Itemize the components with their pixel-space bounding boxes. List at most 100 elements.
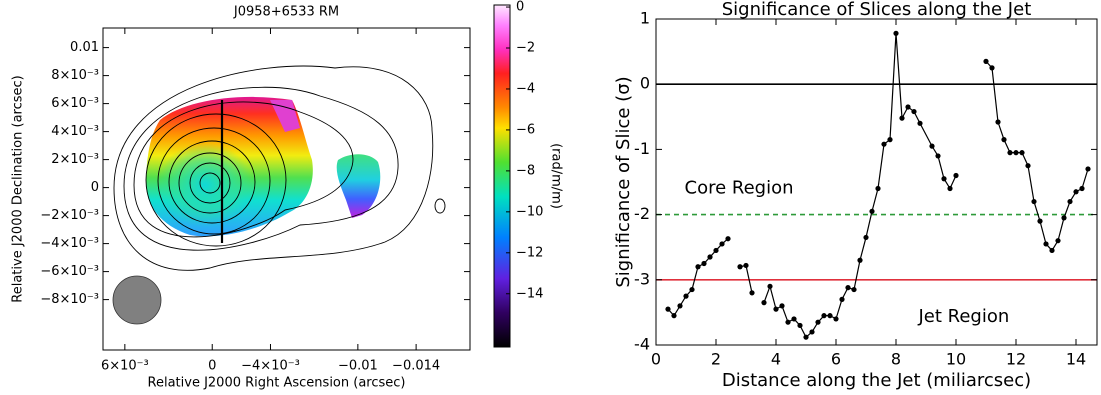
data-point [695, 264, 700, 269]
data-point [833, 316, 838, 321]
x-tick-label: −0.014 [392, 359, 440, 374]
data-point [665, 307, 670, 312]
data-point [791, 316, 796, 321]
data-point [1019, 150, 1024, 155]
data-point [941, 176, 946, 181]
data-point [881, 142, 886, 147]
data-point [797, 323, 802, 328]
page: {"chart_data": [ {"type": "image", "titl… [0, 0, 1101, 395]
y-tick-label: -3 [634, 269, 650, 288]
data-point [701, 261, 706, 266]
chart-title: Significance of Slices along the Jet [722, 0, 1032, 20]
data-point [1061, 215, 1066, 220]
data-point [707, 254, 712, 259]
data-point [905, 104, 910, 109]
data-point [1007, 150, 1012, 155]
y-tick-label: 8×10⁻³ [51, 68, 99, 83]
data-point [821, 313, 826, 318]
y-tick-label: 0.01 [70, 40, 99, 55]
data-point [935, 153, 940, 158]
x-tick-label: 8 [891, 350, 901, 369]
colorbar-tick-label: 0 [516, 0, 524, 15]
x-tick-label: 4 [771, 350, 781, 369]
data-point [851, 287, 856, 292]
data-point [863, 235, 868, 240]
data-point [737, 264, 742, 269]
data-point [857, 258, 862, 263]
y-tick-label: 0 [640, 74, 650, 93]
data-point [989, 65, 994, 70]
data-point [1079, 186, 1084, 191]
data-point [761, 300, 766, 305]
data-point [1025, 163, 1030, 168]
data-point [1067, 199, 1072, 204]
x-tick-label: 10 [946, 350, 966, 369]
data-point [779, 303, 784, 308]
data-point [743, 263, 748, 268]
x-tick-label: 0 [208, 359, 216, 374]
data-point [803, 335, 808, 340]
x-tick-label: 6 [831, 350, 841, 369]
data-point [683, 294, 688, 299]
data-point [773, 307, 778, 312]
data-point [1043, 241, 1048, 246]
x-tick-label: −4×10⁻³ [241, 359, 300, 374]
colorbar-tick-label: −10 [516, 204, 543, 219]
data-point [899, 116, 904, 121]
annotation: Jet Region [918, 306, 1010, 327]
data-point [995, 119, 1000, 124]
data-point [827, 313, 832, 318]
data-point [893, 31, 898, 36]
data-point [719, 241, 724, 246]
data-point [1001, 137, 1006, 142]
data-point [887, 137, 892, 142]
annotation: Core Region [685, 178, 794, 199]
y-tick-label: −6×10⁻³ [40, 264, 99, 279]
x-tick-label: −0.01 [338, 359, 378, 374]
colorbar-tick-label: −2 [516, 41, 535, 56]
y-tick-label: 0 [91, 180, 99, 195]
x-tick-label: 6×10⁻³ [101, 359, 149, 374]
data-point [929, 144, 934, 149]
data-point [839, 297, 844, 302]
y-tick-label: −4×10⁻³ [40, 236, 99, 251]
x-axis-label: Relative J2000 Right Ascension (arcsec) [148, 376, 406, 391]
y-tick-label: −2×10⁻³ [40, 208, 99, 223]
x-tick-label: 0 [651, 350, 661, 369]
data-point [677, 303, 682, 308]
data-point [917, 121, 922, 126]
y-tick-label: 2×10⁻³ [51, 152, 99, 167]
data-point [911, 109, 916, 114]
chart-title: J0958+6533 RM [233, 5, 339, 20]
x-axis-label: Distance along the Jet (miliarcsec) [722, 370, 1031, 391]
data-point [671, 313, 676, 318]
data-point [785, 320, 790, 325]
y-axis-label: Relative J2000 Declination (arcsec) [11, 75, 26, 302]
data-point [767, 284, 772, 289]
data-point [1085, 166, 1090, 171]
y-tick-label: 6×10⁻³ [51, 96, 99, 111]
data-point [953, 173, 958, 178]
colorbar-tick-label: −14 [516, 286, 543, 301]
data-point [947, 186, 952, 191]
colorbar-tick-label: −4 [516, 81, 535, 96]
y-tick-label: -2 [634, 204, 650, 223]
y-tick-label: 4×10⁻³ [51, 124, 99, 139]
colorbar-tick-label: −8 [516, 163, 535, 178]
x-tick-label: 14 [1066, 350, 1086, 369]
y-tick-label: −8×10⁻³ [40, 292, 99, 307]
x-tick-label: 2 [711, 350, 721, 369]
data-point [1055, 238, 1060, 243]
data-point [1013, 150, 1018, 155]
data-point [689, 287, 694, 292]
colorbar-label: (rad/m/m) [549, 143, 564, 209]
data-point [749, 290, 754, 295]
y-tick-label: -4 [634, 335, 650, 354]
figure: 6×10⁻³ 0 −4×10⁻³ −0.01 −0.014 0.01 8×10⁻³ 6×10⁻… [0, 0, 1101, 395]
data-point [809, 329, 814, 334]
rm-image [113, 66, 445, 324]
data-point [815, 320, 820, 325]
data-point [983, 59, 988, 64]
data-point [1073, 189, 1078, 194]
data-point [1031, 199, 1036, 204]
